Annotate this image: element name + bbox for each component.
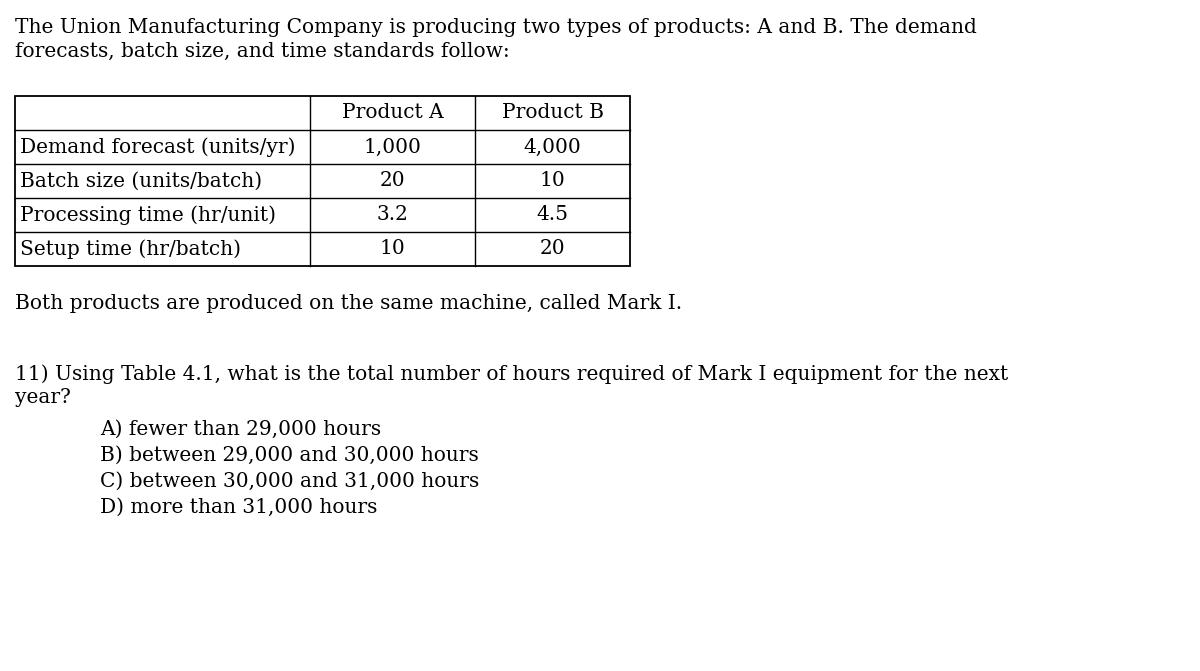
Text: The Union Manufacturing Company is producing two types of products: A and B. The: The Union Manufacturing Company is produ… [14, 18, 977, 37]
Text: A) fewer than 29,000 hours: A) fewer than 29,000 hours [100, 420, 382, 439]
Bar [14, 96, 630, 266]
Text: 4,000: 4,000 [523, 138, 581, 156]
Text: Setup time (hr/batch): Setup time (hr/batch) [20, 239, 241, 259]
Text: 10: 10 [540, 172, 565, 191]
Text: 20: 20 [379, 172, 406, 191]
Text: D) more than 31,000 hours: D) more than 31,000 hours [100, 498, 377, 517]
Text: 10: 10 [379, 240, 406, 258]
Text: 4.5: 4.5 [536, 205, 569, 225]
Text: 1,000: 1,000 [364, 138, 421, 156]
Text: C) between 30,000 and 31,000 hours: C) between 30,000 and 31,000 hours [100, 472, 479, 491]
Text: Processing time (hr/unit): Processing time (hr/unit) [20, 205, 276, 225]
Text: Demand forecast (units/yr): Demand forecast (units/yr) [20, 137, 295, 157]
Text: Product A: Product A [342, 103, 443, 123]
Text: forecasts, batch size, and time standards follow:: forecasts, batch size, and time standard… [14, 42, 510, 61]
Text: year?: year? [14, 388, 71, 407]
Text: Batch size (units/batch): Batch size (units/batch) [20, 172, 262, 191]
Text: 3.2: 3.2 [377, 205, 408, 225]
Text: 20: 20 [540, 240, 565, 258]
Text: 11) Using Table 4.1, what is the total number of hours required of Mark I equipm: 11) Using Table 4.1, what is the total n… [14, 364, 1008, 384]
Text: Both products are produced on the same machine, called Mark I.: Both products are produced on the same m… [14, 294, 682, 313]
Text: Product B: Product B [502, 103, 604, 123]
Text: B) between 29,000 and 30,000 hours: B) between 29,000 and 30,000 hours [100, 446, 479, 465]
